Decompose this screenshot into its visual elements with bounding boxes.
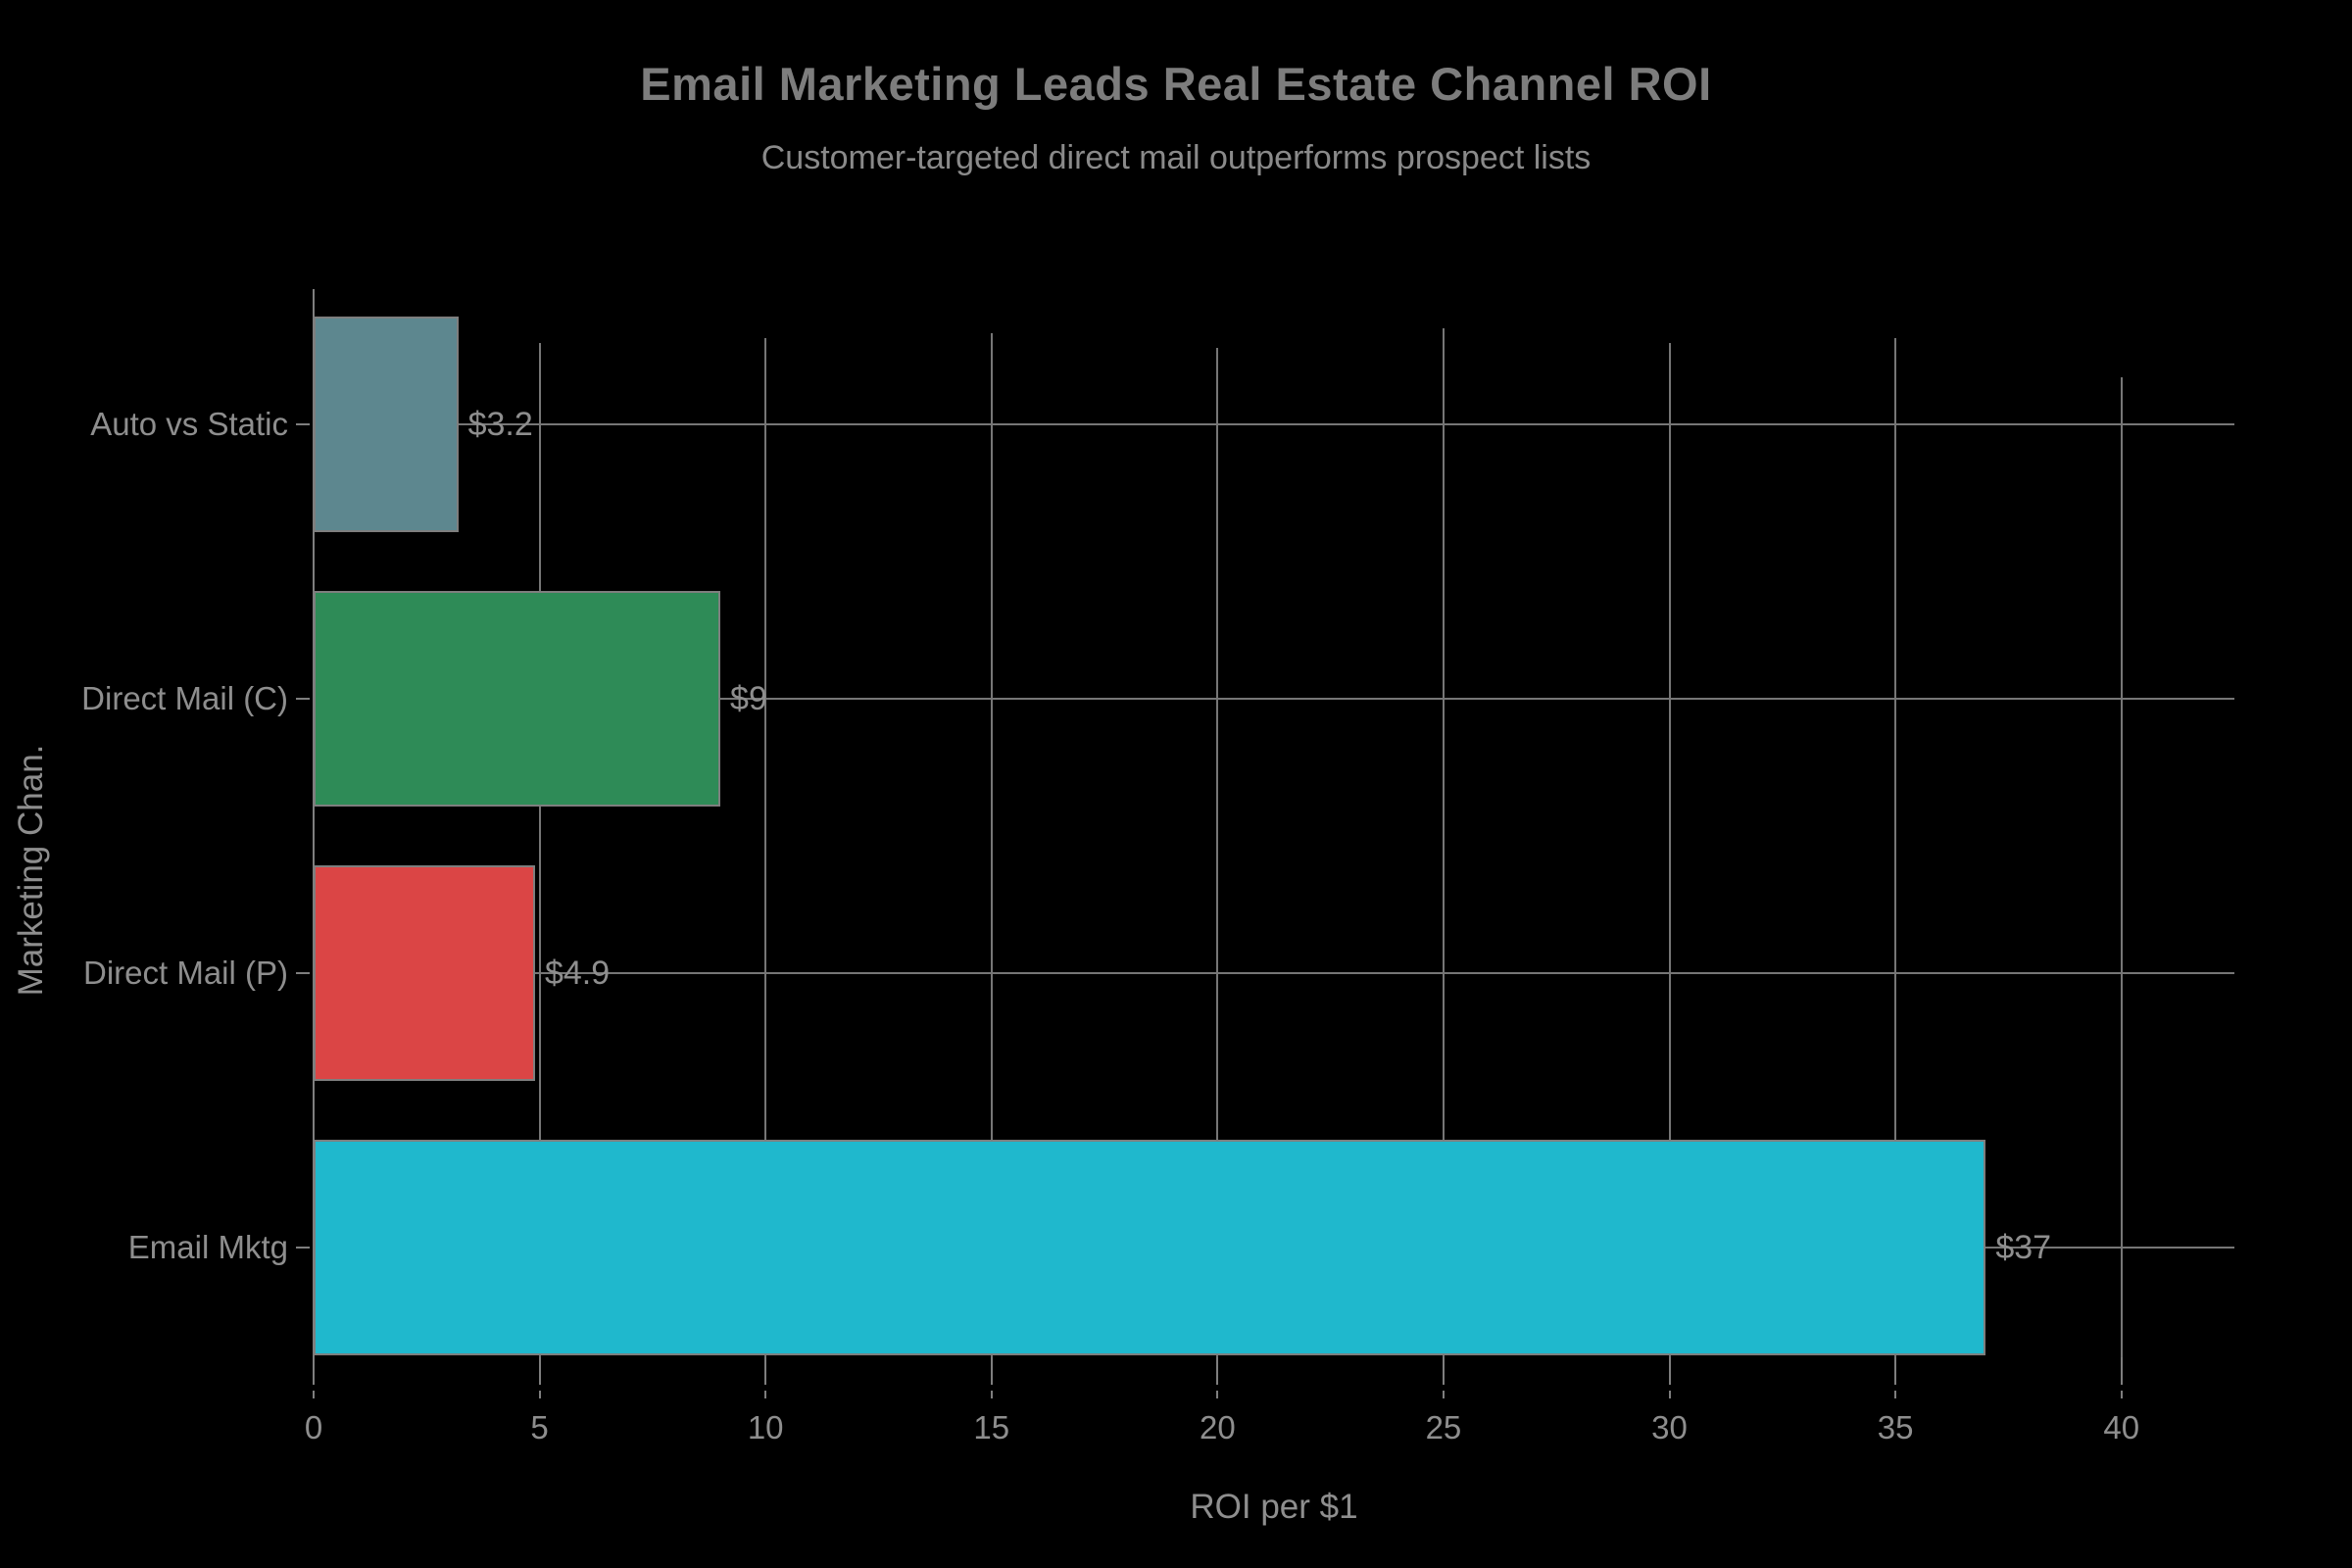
v-gridline-20 [1216,348,1219,1357]
h-gridline-direct-mail-c [314,698,2234,700]
x-tick-label-0: 0 [304,1409,323,1446]
v-gridline-40 [2120,377,2123,1357]
y-axis-spine [313,289,315,1357]
x-axis-label: ROI per $1 [1190,1488,1358,1526]
category-label-direct-mail-p: Direct Mail (P) [82,955,288,991]
x-tick-mark-10 [764,1357,767,1385]
x-tick-mark-dash-20 [1216,1391,1219,1398]
x-tick-mark-30 [1668,1357,1671,1385]
v-gridline-5 [538,343,541,1357]
v-gridline-30 [1668,343,1671,1357]
x-tick-mark-25 [1442,1357,1445,1385]
y-tick-mark-direct-mail-p [296,972,310,974]
bar-value-label-direct-mail-p: $4.9 [544,955,611,992]
h-gridline-direct-mail-p [314,972,2234,974]
chart-subtitle: Customer-targeted direct mail outperform… [760,139,1592,176]
x-tick-label-5: 5 [530,1409,549,1446]
x-tick-mark-dash-5 [538,1391,541,1398]
bar-value-label-email-mktg: $37 [1995,1229,2052,1266]
x-tick-mark-20 [1216,1357,1219,1385]
x-tick-mark-40 [2120,1357,2123,1385]
x-tick-mark-dash-0 [313,1391,315,1398]
x-tick-mark-15 [990,1357,993,1385]
v-gridline-15 [990,333,993,1357]
x-tick-mark-0 [313,1357,315,1385]
x-tick-mark-dash-40 [2120,1391,2123,1398]
category-label-direct-mail-c: Direct Mail (C) [81,680,288,716]
h-gridline-auto-vs-static [314,423,2234,425]
bar-email-mktg [314,1140,1986,1355]
y-axis-label: Marketing Chan. [12,744,50,997]
bar-value-label-auto-vs-static: $3.2 [467,406,533,443]
bar-auto-vs-static [314,317,459,532]
y-tick-mark-email-mktg [296,1247,310,1249]
x-tick-label-10: 10 [747,1409,784,1446]
x-tick-mark-dash-25 [1442,1391,1445,1398]
bar-value-label-direct-mail-c: $9 [730,680,767,717]
y-tick-mark-auto-vs-static [296,423,310,425]
x-tick-label-35: 35 [1877,1409,1914,1446]
v-gridline-10 [764,338,767,1357]
chart-title: Email Marketing Leads Real Estate Channe… [640,58,1712,110]
x-tick-mark-dash-35 [1894,1391,1897,1398]
v-gridline-35 [1894,338,1897,1357]
x-tick-mark-5 [538,1357,541,1385]
bar-direct-mail-c [314,591,721,807]
x-tick-mark-35 [1894,1357,1897,1385]
bar-direct-mail-p [314,865,535,1081]
x-tick-label-40: 40 [2103,1409,2140,1446]
v-gridline-25 [1442,328,1445,1357]
category-label-auto-vs-static: Auto vs Static [90,406,288,442]
x-tick-label-25: 25 [1425,1409,1462,1446]
x-tick-label-15: 15 [973,1409,1010,1446]
x-tick-mark-dash-15 [990,1391,993,1398]
x-tick-mark-dash-30 [1668,1391,1671,1398]
x-tick-label-20: 20 [1199,1409,1236,1446]
y-tick-mark-direct-mail-c [296,698,310,700]
category-label-email-mktg: Email Mktg [127,1229,288,1265]
x-tick-mark-dash-10 [764,1391,767,1398]
x-tick-label-30: 30 [1651,1409,1688,1446]
